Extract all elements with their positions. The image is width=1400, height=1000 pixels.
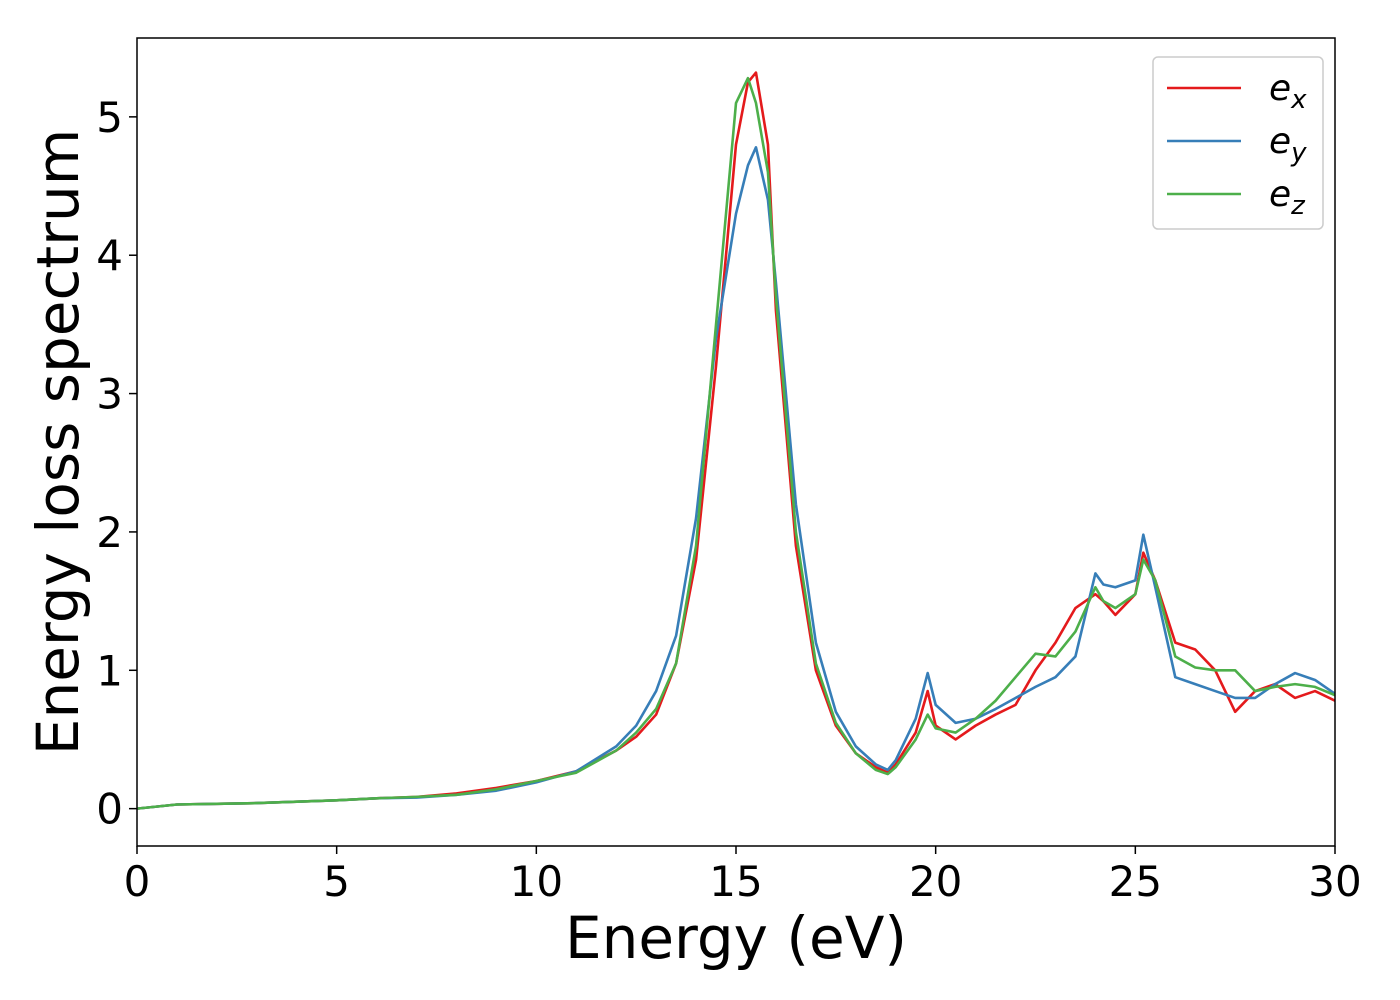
x-tick-label: 15	[709, 857, 762, 906]
x-tick-label: 30	[1308, 857, 1361, 906]
y-tick-label: 2	[96, 508, 123, 557]
series-line	[137, 76, 1335, 810]
y-tick-label: 3	[96, 370, 123, 419]
y-tick-label: 0	[96, 785, 123, 834]
y-tick-label: 5	[96, 93, 123, 142]
x-axis-label: Energy (eV)	[565, 904, 907, 972]
series-line	[137, 146, 1335, 810]
legend-box	[1152, 56, 1324, 230]
legend-label: ez	[1269, 174, 1306, 221]
x-tick-label: 20	[909, 857, 962, 906]
legend: ex ey ez	[1152, 56, 1324, 230]
x-tick-label: 10	[510, 857, 563, 906]
x-tick-label: 0	[124, 857, 151, 906]
legend-label: ex	[1269, 68, 1307, 115]
plot-frame	[136, 37, 1336, 847]
y-axis-label: Energy loss spectrum	[24, 129, 92, 755]
legend-label: ey	[1269, 121, 1307, 168]
y-tick-label: 4	[96, 231, 123, 280]
x-tick-label: 25	[1109, 857, 1162, 906]
x-tick-label: 5	[323, 857, 350, 906]
y-tick-label: 1	[96, 646, 123, 695]
